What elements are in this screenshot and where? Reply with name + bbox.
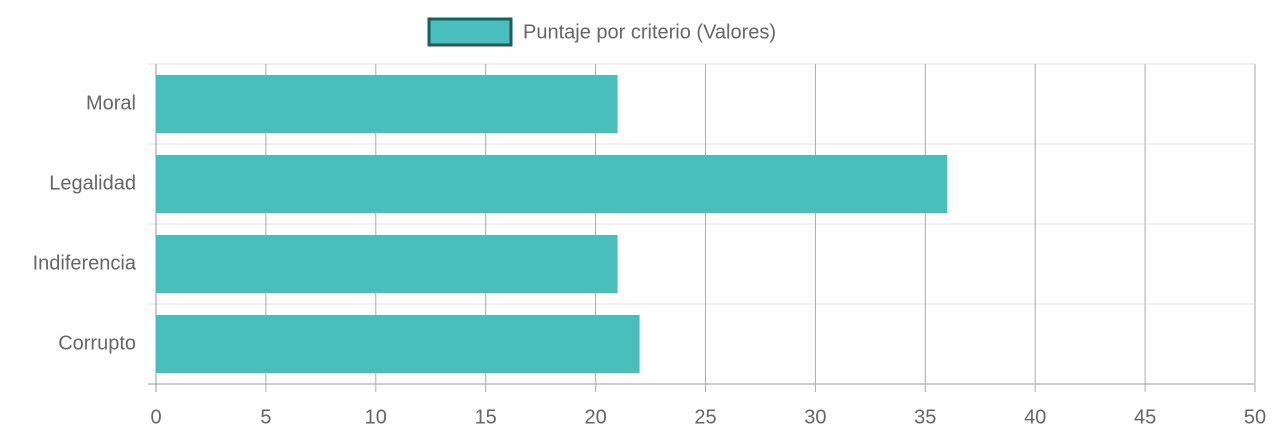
x-tick-label: 20: [584, 406, 606, 428]
x-tick-label: 0: [150, 406, 161, 428]
bar: [156, 315, 640, 373]
y-tick-label: Legalidad: [49, 172, 136, 194]
y-tick-label: Indiferencia: [33, 252, 137, 274]
x-tick-label: 15: [475, 406, 497, 428]
legend-swatch: [427, 17, 513, 47]
legend-label: Puntaje por criterio (Valores): [523, 21, 776, 43]
x-tick-label: 10: [365, 406, 387, 428]
x-tick-label: 5: [260, 406, 271, 428]
x-tick-label: 40: [1024, 406, 1046, 428]
bar: [156, 155, 948, 213]
x-tick-label: 45: [1134, 406, 1156, 428]
x-tick-label: 30: [804, 406, 826, 428]
bar: [156, 235, 618, 293]
y-tick-label: Corrupto: [58, 332, 136, 354]
x-tick-label: 25: [694, 406, 716, 428]
x-tick-label: 50: [1244, 406, 1266, 428]
bar: [156, 75, 618, 133]
y-tick-label: Moral: [86, 92, 136, 114]
x-tick-label: 35: [914, 406, 936, 428]
